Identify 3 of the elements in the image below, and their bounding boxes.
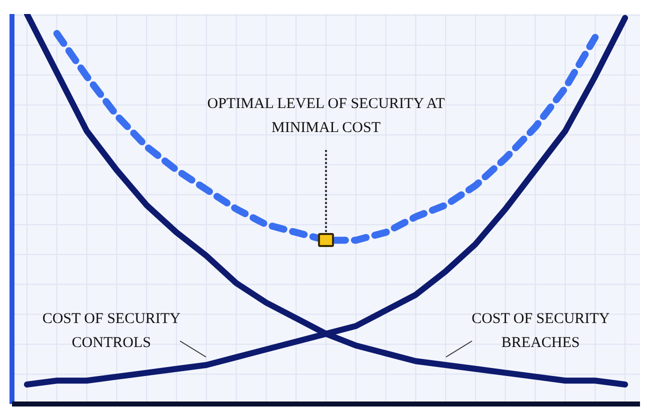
- annotation: OPTIMAL LEVEL OF SECURITY AT MINIMAL COST: [206, 95, 446, 138]
- series-label: COST OF SECURITY BREACHES: [470, 310, 611, 353]
- series-label: COST OF SECURITY CONTROLS: [41, 310, 182, 353]
